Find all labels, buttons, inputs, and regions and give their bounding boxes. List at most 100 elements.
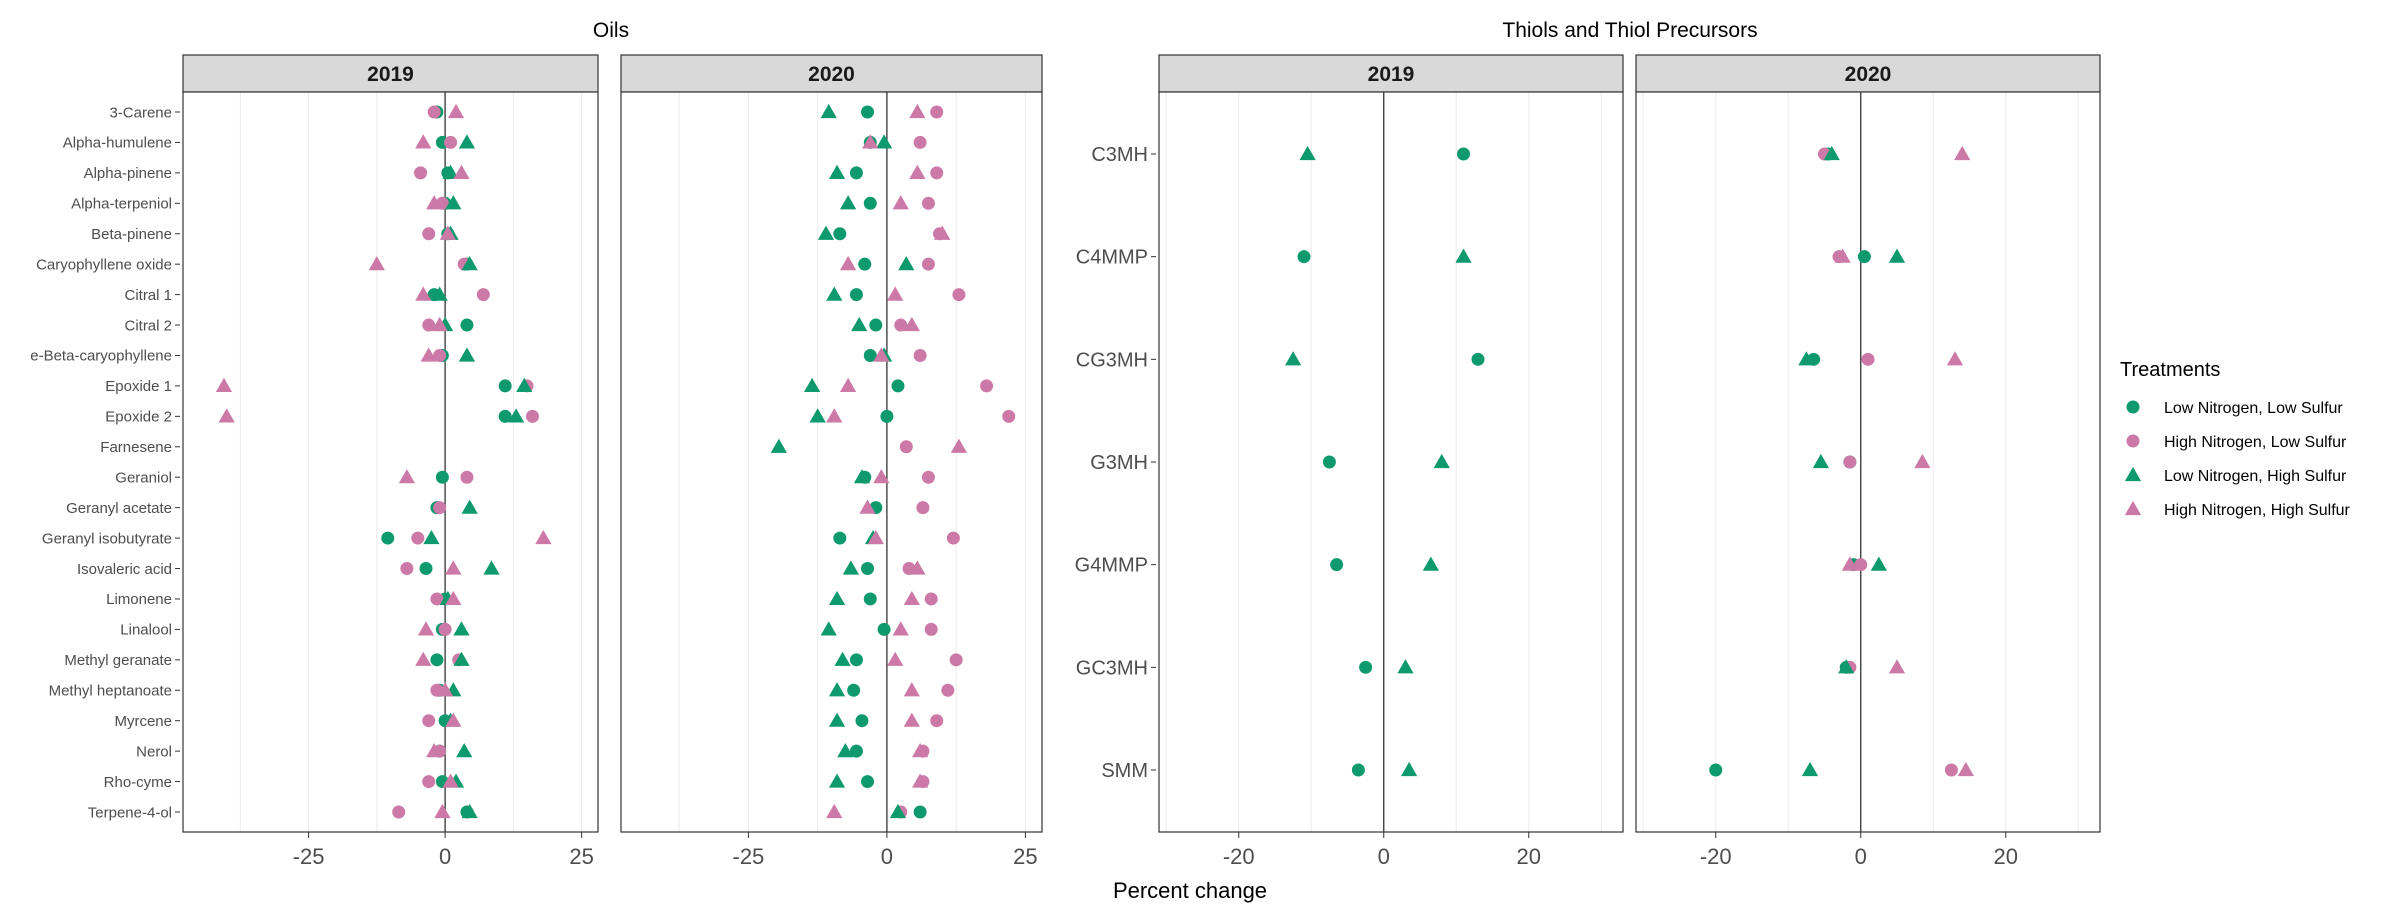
data-point — [1322, 455, 1336, 469]
data-point — [849, 288, 863, 302]
data-point — [436, 682, 454, 697]
panel-background — [183, 92, 598, 832]
x-tick-label: -25 — [733, 844, 765, 869]
facet-panel-2019: 2019 -25 0 25 — [182, 54, 599, 869]
data-point — [913, 348, 927, 362]
data-point — [921, 470, 935, 484]
data-point — [913, 135, 927, 149]
data-point — [863, 348, 877, 362]
data-point — [1944, 763, 1958, 777]
data-point — [916, 501, 930, 515]
category-label: Citral 2 — [124, 317, 172, 334]
legend-label: Low Nitrogen, Low Sulfur — [2164, 400, 2343, 417]
data-point — [946, 531, 960, 545]
data-point — [1798, 351, 1815, 366]
data-point — [1457, 147, 1470, 161]
data-point — [909, 164, 926, 179]
data-point — [411, 531, 425, 545]
legend-label: High Nitrogen, High Sulfur — [2164, 502, 2351, 519]
legend-key-4 — [2124, 500, 2142, 516]
data-point — [899, 440, 913, 454]
data-point — [438, 622, 452, 636]
data-point — [535, 529, 552, 545]
category-label: Citral 1 — [124, 287, 172, 304]
data-point — [853, 469, 871, 484]
legend-label: High Nitrogen, Low Sulfur — [2164, 434, 2347, 451]
data-point — [1397, 659, 1414, 674]
data-point — [820, 621, 837, 636]
category-label: Alpha-humulene — [63, 135, 172, 152]
data-point — [460, 470, 474, 484]
data-point — [445, 560, 462, 575]
data-point — [445, 590, 462, 606]
panel-background — [621, 92, 1042, 832]
chart-title: Thiols and Thiol Precursors — [1502, 19, 1757, 42]
data-point — [415, 651, 432, 666]
data-point — [392, 805, 406, 819]
data-point — [419, 562, 433, 576]
x-tick-label: -25 — [293, 844, 325, 869]
data-point — [1957, 761, 1974, 777]
data-point — [952, 288, 966, 302]
data-point — [880, 409, 894, 423]
data-point — [433, 501, 447, 515]
data-point — [898, 256, 915, 271]
data-point — [1823, 145, 1840, 161]
x-tick-label: 20 — [1994, 844, 2018, 869]
panel-border — [182, 91, 599, 833]
data-point — [435, 470, 449, 484]
facet-strip-label: 2020 — [1845, 63, 1892, 86]
category-label: CG3MH — [1076, 349, 1148, 371]
data-point — [445, 195, 462, 210]
data-point — [476, 288, 490, 302]
category-label: G4MMP — [1075, 555, 1148, 577]
data-point — [934, 225, 951, 240]
data-point — [834, 651, 851, 666]
data-point — [828, 164, 846, 179]
data-point — [949, 653, 963, 667]
data-point — [422, 227, 436, 241]
data-point — [1433, 453, 1450, 469]
data-point — [826, 803, 843, 819]
facet-strip — [1158, 54, 1624, 93]
data-point — [442, 773, 459, 788]
data-point — [456, 743, 473, 758]
category-label: Rho-cyme — [104, 774, 172, 791]
data-point — [903, 682, 920, 697]
data-point — [461, 256, 478, 271]
category-label: Methyl geranate — [64, 652, 172, 669]
data-point — [867, 529, 884, 545]
data-point — [849, 166, 863, 180]
data-point — [817, 225, 835, 240]
data-point — [498, 379, 512, 393]
data-point — [525, 409, 539, 423]
data-point — [862, 134, 879, 149]
data-point — [921, 257, 935, 271]
legend-key-2 — [2126, 434, 2140, 448]
data-point — [803, 377, 821, 393]
data-point — [930, 166, 944, 180]
data-point — [894, 318, 908, 332]
data-point — [415, 134, 432, 149]
data-point — [924, 592, 938, 606]
data-point — [1285, 351, 1302, 366]
data-point — [851, 316, 868, 332]
data-point — [809, 408, 826, 423]
category-label: Alpha-pinene — [84, 165, 172, 182]
category-label: Terpene-4-ol — [88, 804, 172, 821]
facet-panel-2020: 2020 -20 0 20 — [1635, 54, 2101, 869]
data-point — [1954, 145, 1971, 161]
data-point — [913, 805, 927, 819]
data-point — [909, 560, 926, 575]
facet-strip-label: 2019 — [1368, 63, 1415, 86]
category-label: C3MH — [1091, 144, 1148, 166]
data-point — [483, 560, 500, 575]
data-point — [516, 377, 533, 393]
data-point — [461, 803, 478, 819]
category-label: Geraniol — [115, 469, 172, 486]
data-point — [903, 316, 920, 332]
legend-key-3 — [2124, 466, 2142, 482]
data-point — [833, 227, 847, 241]
data-point — [1857, 250, 1871, 264]
